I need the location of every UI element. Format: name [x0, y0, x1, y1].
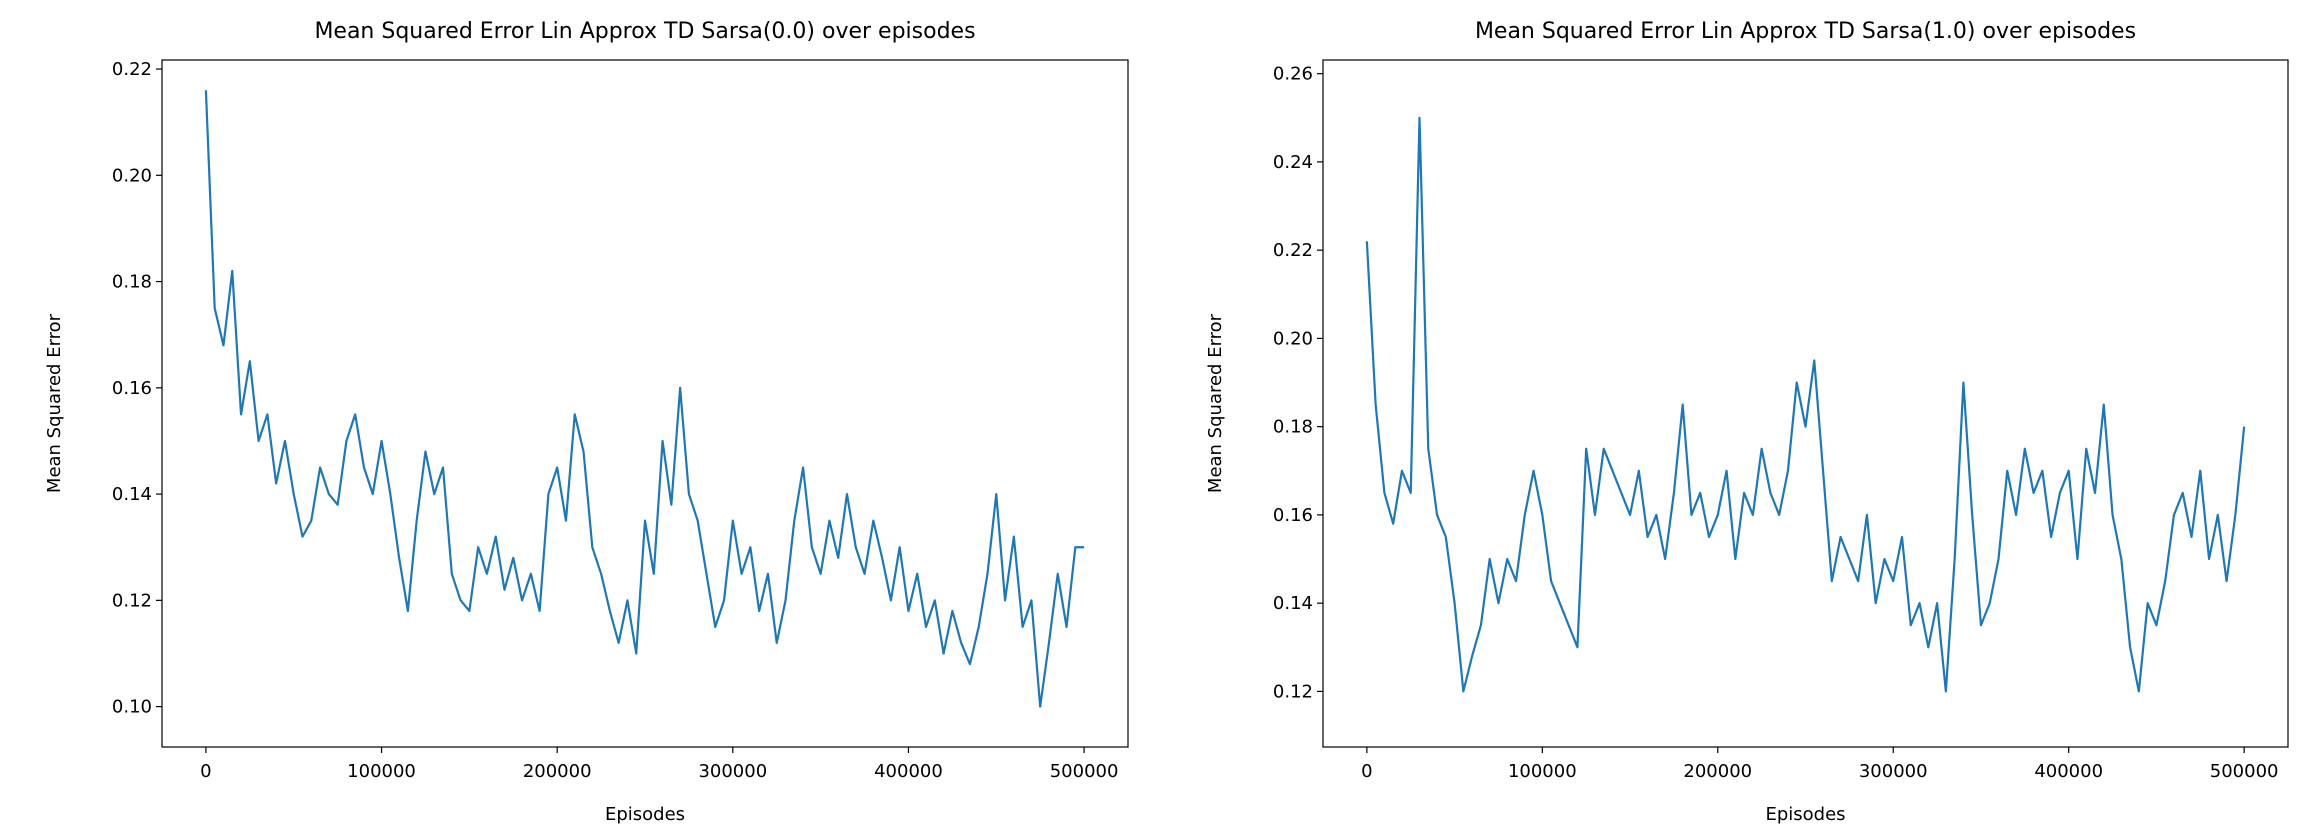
- y-tick-label: 0.10: [112, 697, 152, 718]
- y-axis-label: Mean Squared Error: [1205, 313, 1226, 493]
- y-tick-label: 0.26: [1273, 64, 1313, 85]
- y-tick-label: 0.20: [1273, 328, 1313, 349]
- x-tick-label: 100000: [347, 761, 416, 782]
- y-tick-label: 0.12: [1273, 681, 1313, 702]
- x-tick-label: 500000: [2210, 761, 2279, 782]
- axes-frame: [161, 59, 1129, 748]
- x-tick-label: 400000: [874, 761, 943, 782]
- x-tick-label: 500000: [1050, 761, 1119, 782]
- x-axis-label: Episodes: [605, 804, 685, 825]
- y-tick-label: 0.22: [112, 59, 152, 80]
- y-tick-label: 0.24: [1273, 152, 1313, 173]
- data-line: [204, 90, 1085, 708]
- x-tick-label: 200000: [523, 761, 592, 782]
- x-tick-label: 100000: [1508, 761, 1577, 782]
- chart: Mean Squared Error Lin Approx TD Sarsa(0…: [44, 19, 1129, 825]
- y-tick-label: 0.14: [112, 484, 152, 505]
- x-tick-label: 300000: [698, 761, 767, 782]
- x-tick-label: 0: [200, 761, 211, 782]
- chart-title: Mean Squared Error Lin Approx TD Sarsa(0…: [314, 19, 975, 44]
- y-tick-label: 0.22: [1273, 240, 1313, 261]
- chart-title: Mean Squared Error Lin Approx TD Sarsa(1…: [1475, 19, 2136, 44]
- x-tick-label: 300000: [1859, 761, 1928, 782]
- x-tick-label: 400000: [2034, 761, 2103, 782]
- chart: Mean Squared Error Lin Approx TD Sarsa(1…: [1205, 19, 2289, 825]
- x-tick-label: 200000: [1683, 761, 1752, 782]
- y-tick-label: 0.16: [112, 378, 152, 399]
- y-tick-label: 0.12: [112, 590, 152, 611]
- x-axis-label: Episodes: [1765, 804, 1845, 825]
- y-tick-label: 0.16: [1273, 505, 1313, 526]
- x-tick-label: 0: [1361, 761, 1372, 782]
- y-tick-label: 0.14: [1273, 593, 1313, 614]
- data-line: [1365, 116, 2246, 693]
- y-tick-label: 0.20: [112, 165, 152, 186]
- y-tick-label: 0.18: [112, 272, 152, 293]
- y-tick-label: 0.18: [1273, 417, 1313, 438]
- y-axis-label: Mean Squared Error: [44, 313, 65, 493]
- axes-frame: [1322, 59, 2289, 748]
